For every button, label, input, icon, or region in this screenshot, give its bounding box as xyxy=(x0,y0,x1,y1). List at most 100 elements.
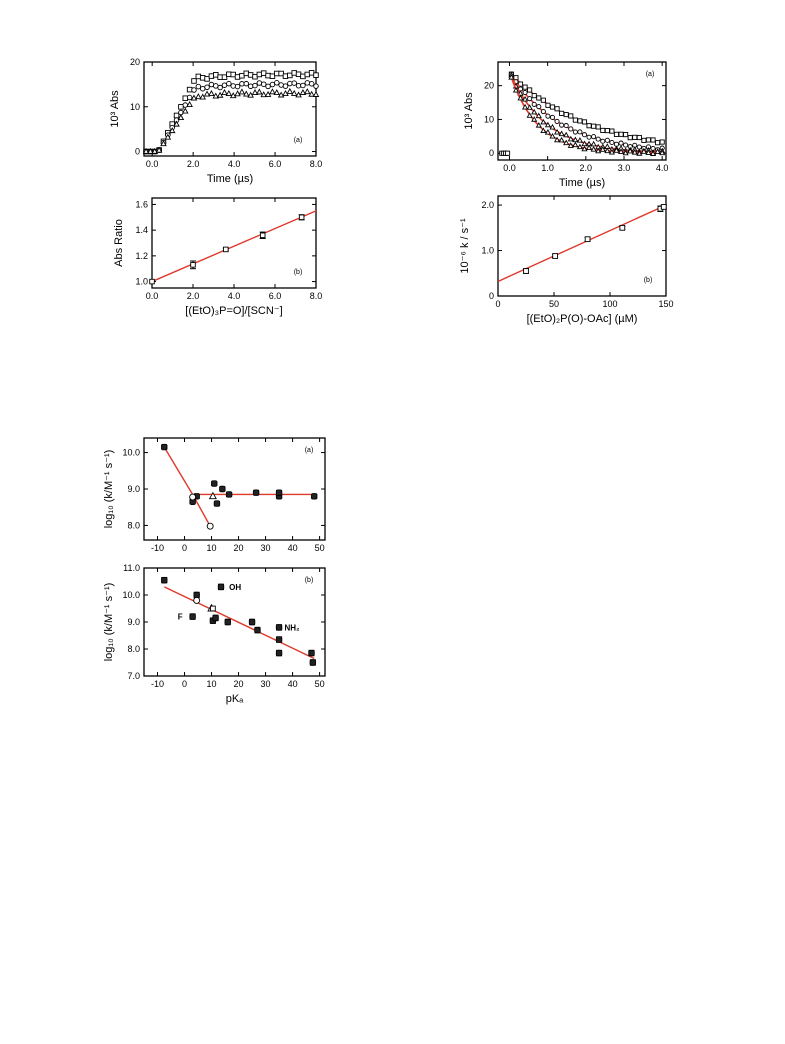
data-point xyxy=(572,136,579,143)
y-tick-label: 9.0 xyxy=(127,617,140,627)
data-point xyxy=(278,82,284,88)
data-point xyxy=(549,104,556,110)
data-point xyxy=(155,146,163,153)
data-point xyxy=(252,489,260,496)
x-tick-label: 0 xyxy=(182,543,187,553)
data-point xyxy=(531,93,537,99)
y-tick-label: 1.6 xyxy=(135,199,148,209)
data-point xyxy=(609,139,615,146)
data-point xyxy=(576,137,583,143)
data-point xyxy=(191,87,197,93)
data-point xyxy=(618,131,624,137)
x-tick-label: 20 xyxy=(234,679,244,689)
data-point xyxy=(251,89,259,96)
data-point xyxy=(252,82,258,89)
data-point xyxy=(273,89,281,96)
y-tick-label: 1.2 xyxy=(135,251,148,261)
data-point xyxy=(178,104,184,110)
data-point xyxy=(540,109,546,115)
data-point xyxy=(181,107,189,114)
data-point xyxy=(636,144,642,150)
data-point xyxy=(540,97,546,103)
data-point xyxy=(563,131,570,138)
point-annotation: F xyxy=(178,613,183,622)
x-tick-label: 0.0 xyxy=(146,291,159,301)
data-point xyxy=(248,618,256,626)
x-tick-label: 50 xyxy=(315,543,325,553)
x-tick-label: 6.0 xyxy=(269,159,282,169)
y-tick-label: 1.0 xyxy=(135,277,148,287)
data-point xyxy=(504,150,511,156)
y-tick-label: 20 xyxy=(130,57,140,67)
data-point xyxy=(576,143,583,150)
panel-label: (b) xyxy=(294,269,303,276)
data-point xyxy=(242,90,250,97)
panel-label: (a) xyxy=(305,447,314,454)
data-point xyxy=(572,117,578,123)
data-point xyxy=(206,522,214,530)
chart-fig2b: 0 50 100 150 0 1.0 2.0 [(EtO)₂P(O)-OAc] (µM) 10⁻… xyxy=(459,195,674,325)
y-tick-label: 10 xyxy=(130,102,140,112)
data-point xyxy=(608,148,615,155)
data-point xyxy=(613,131,620,137)
data-point xyxy=(585,144,593,150)
data-point xyxy=(161,443,168,451)
x-tick-label: 3.0 xyxy=(618,163,631,173)
data-point xyxy=(208,491,217,500)
data-point xyxy=(600,138,606,144)
data-point xyxy=(536,104,542,110)
data-point xyxy=(191,78,197,84)
data-point xyxy=(563,112,569,118)
data-point xyxy=(275,636,283,643)
x-tick-label: 2.0 xyxy=(187,159,200,169)
data-point xyxy=(522,90,528,96)
data-point xyxy=(195,93,202,100)
x-tick-label: -10 xyxy=(151,679,164,689)
x-tick-label: 1.0 xyxy=(541,163,554,173)
data-point xyxy=(535,112,542,119)
y-tick-label: 2.0 xyxy=(481,200,494,210)
x-tick-label: 0.0 xyxy=(503,163,516,173)
data-point xyxy=(636,134,642,141)
y-tick-label: 10.0 xyxy=(122,590,140,600)
data-point xyxy=(189,493,197,501)
data-point xyxy=(291,80,297,86)
data-point xyxy=(595,147,602,154)
data-point xyxy=(168,127,176,134)
fit-line xyxy=(163,586,315,660)
data-point xyxy=(553,128,561,135)
plot-frame xyxy=(151,197,317,289)
data-point xyxy=(581,140,588,147)
data-point xyxy=(649,150,657,156)
data-point xyxy=(254,626,261,634)
y-tick-label: 0 xyxy=(489,148,494,158)
chart-fig3a: -10 0 10 20 30 40 50 8.0 9.0 10.0 log₁₀ (k/M⁻¹ s⁻¹… xyxy=(103,437,326,553)
data-point xyxy=(650,137,656,143)
y-tick-label: 11.0 xyxy=(123,563,140,573)
data-point xyxy=(243,80,250,87)
data-point xyxy=(295,82,302,89)
data-point xyxy=(563,139,570,146)
data-point xyxy=(595,136,601,142)
x-axis-label: Time (µs) xyxy=(207,173,253,185)
y-tick-label: 8.0 xyxy=(127,644,140,654)
fit-line xyxy=(163,446,194,495)
data-point xyxy=(186,86,193,93)
data-point xyxy=(618,140,624,146)
data-point xyxy=(549,114,556,120)
data-point xyxy=(308,649,315,657)
data-point xyxy=(186,101,193,108)
data-point xyxy=(591,123,597,129)
data-point xyxy=(221,74,228,80)
data-point xyxy=(568,126,574,132)
data-point xyxy=(586,134,592,140)
x-tick-label: 6.0 xyxy=(269,291,282,301)
data-point xyxy=(659,149,666,156)
data-point xyxy=(636,150,643,156)
x-tick-label: 10 xyxy=(207,543,217,553)
x-tick-label: 10 xyxy=(207,679,217,689)
data-point xyxy=(142,147,150,154)
data-point xyxy=(265,83,271,90)
data-point xyxy=(312,90,320,97)
